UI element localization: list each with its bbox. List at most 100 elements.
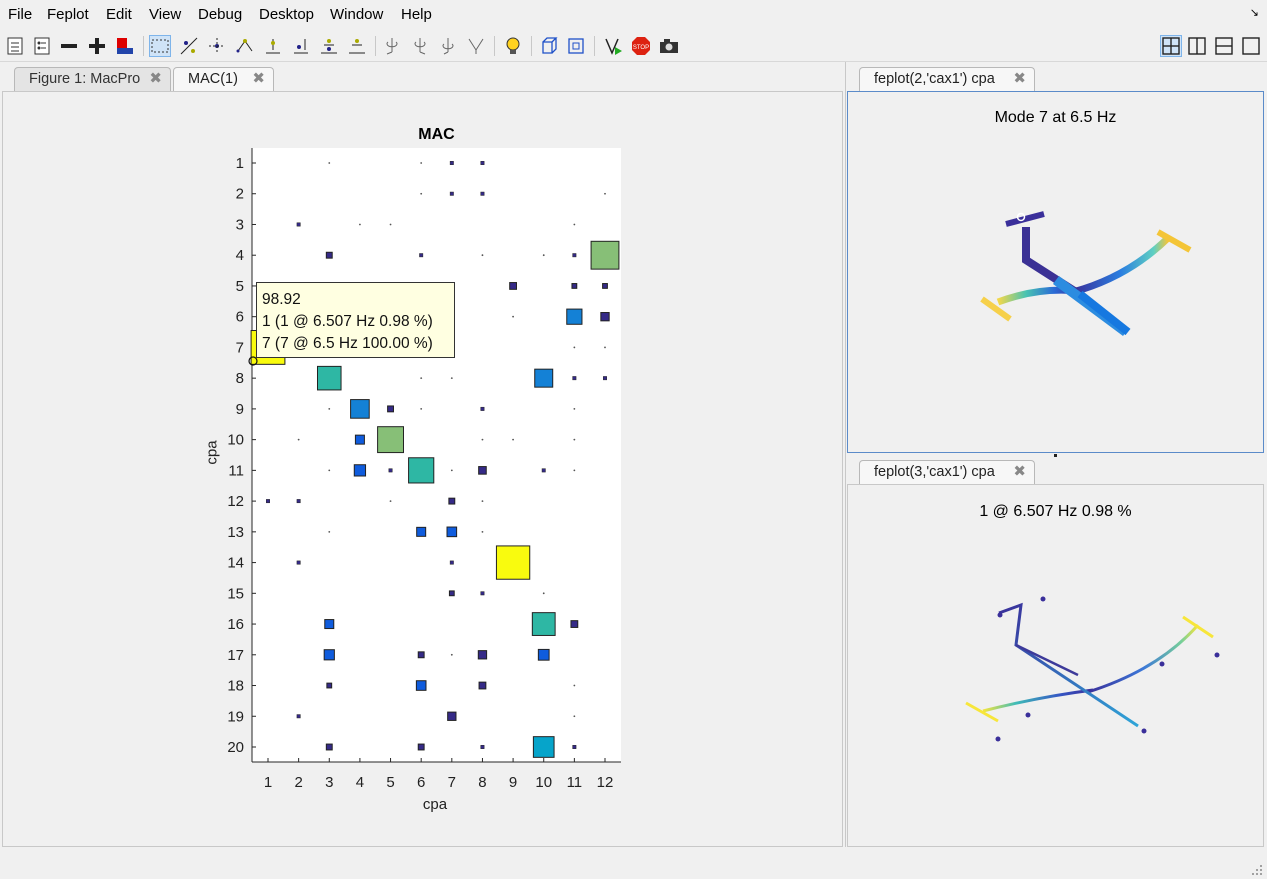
undock-arrow-icon[interactable]: ↘ xyxy=(1249,7,1259,19)
lightbulb-icon[interactable] xyxy=(502,35,524,57)
menu-file[interactable]: File xyxy=(8,6,33,23)
mac-point[interactable] xyxy=(377,426,404,454)
rotate-icon[interactable] xyxy=(381,35,403,57)
menu-window[interactable]: Window xyxy=(330,6,384,23)
mac-point[interactable] xyxy=(572,745,577,749)
rotate-icon[interactable] xyxy=(437,35,459,57)
splitter-handle[interactable] xyxy=(1054,454,1057,457)
close-icon[interactable]: ✖ xyxy=(252,70,265,87)
mac-point[interactable] xyxy=(604,192,606,195)
node-select-icon[interactable] xyxy=(234,35,256,57)
cube-view-icon[interactable] xyxy=(538,35,560,57)
mac-point[interactable] xyxy=(449,161,454,165)
mac-point[interactable] xyxy=(450,653,453,656)
mac-point[interactable] xyxy=(480,591,485,596)
mac-point[interactable] xyxy=(448,590,455,597)
node-select-icon[interactable] xyxy=(346,35,368,57)
mac-point[interactable] xyxy=(408,457,435,484)
mac-point[interactable] xyxy=(481,254,484,257)
mac-point[interactable] xyxy=(573,223,576,226)
mode-shape-top-svg[interactable] xyxy=(848,92,1263,452)
mac-point[interactable] xyxy=(359,223,361,226)
mac-point[interactable] xyxy=(542,254,545,257)
mac-point[interactable] xyxy=(417,743,425,751)
mac-point[interactable] xyxy=(354,434,365,445)
mac-point[interactable] xyxy=(512,438,514,441)
mac-point[interactable] xyxy=(480,745,485,749)
mac-point[interactable] xyxy=(325,743,333,751)
node-select-icon[interactable] xyxy=(318,35,340,57)
minus-icon[interactable] xyxy=(58,35,80,57)
mac-point[interactable] xyxy=(417,651,425,659)
menu-edit[interactable]: Edit xyxy=(106,6,132,23)
mac-point[interactable] xyxy=(326,682,333,689)
plus-icon[interactable] xyxy=(86,35,108,57)
mode-shape-panel-top[interactable]: Mode 7 at 6.5 Hz xyxy=(847,91,1264,453)
mac-point[interactable] xyxy=(450,469,453,472)
node-select-icon[interactable] xyxy=(290,35,312,57)
menu-desktop[interactable]: Desktop xyxy=(259,6,315,23)
mac-point[interactable] xyxy=(388,468,393,473)
mac-point[interactable] xyxy=(481,438,484,441)
checklist-icon[interactable] xyxy=(4,35,26,57)
mac-point[interactable] xyxy=(323,649,335,661)
checklist-icon[interactable] xyxy=(31,35,53,57)
mac-point[interactable] xyxy=(480,406,485,411)
close-icon[interactable]: ✖ xyxy=(149,70,162,87)
mac-point[interactable] xyxy=(296,560,301,565)
mac-point[interactable] xyxy=(570,620,579,628)
mac-point[interactable] xyxy=(296,499,301,504)
mac-chart-svg[interactable]: 1 2 3 4 5 6 7 8 9 10 11 121234567891011121314151617… xyxy=(0,0,843,847)
camera-icon[interactable] xyxy=(658,35,680,57)
node-select-icon[interactable] xyxy=(178,35,200,57)
mac-point[interactable] xyxy=(480,161,485,165)
mac-point[interactable] xyxy=(573,438,576,441)
mac-point[interactable] xyxy=(416,526,427,537)
mac-point[interactable] xyxy=(328,162,331,164)
node-select-icon[interactable] xyxy=(262,35,284,57)
tab-mac1[interactable]: MAC(1) ✖ xyxy=(173,67,274,91)
mac-point[interactable] xyxy=(573,715,576,718)
mac-point[interactable] xyxy=(328,530,331,533)
tab-figure1-macpro[interactable]: Figure 1: MacPro ✖ xyxy=(14,67,171,91)
mac-point[interactable] xyxy=(509,282,517,290)
mac-point[interactable] xyxy=(353,464,367,477)
mac-point[interactable] xyxy=(541,468,546,473)
mac-point[interactable] xyxy=(566,308,583,325)
menu-help[interactable]: Help xyxy=(401,6,432,23)
mac-point[interactable] xyxy=(447,711,457,721)
mac-point[interactable] xyxy=(603,376,607,381)
menu-view[interactable]: View xyxy=(149,6,182,23)
mac-point[interactable] xyxy=(537,648,550,661)
mac-point[interactable] xyxy=(266,499,270,504)
mac-point[interactable] xyxy=(328,469,331,472)
mac-point[interactable] xyxy=(532,736,555,758)
node-select-icon[interactable] xyxy=(206,35,228,57)
mac-point[interactable] xyxy=(387,405,394,413)
mac-point[interactable] xyxy=(478,681,487,690)
mac-point[interactable] xyxy=(420,162,423,164)
mac-point[interactable] xyxy=(512,315,514,318)
mac-point[interactable] xyxy=(573,469,576,472)
close-icon[interactable]: ✖ xyxy=(1013,70,1026,87)
mac-point[interactable] xyxy=(449,191,454,196)
rotate-icon[interactable] xyxy=(409,35,431,57)
mac-point[interactable] xyxy=(477,650,488,660)
grid-layout-icon[interactable] xyxy=(1160,35,1182,57)
mac-point[interactable] xyxy=(316,365,342,391)
mac-point[interactable] xyxy=(448,497,456,505)
single-window-icon[interactable] xyxy=(1240,35,1262,57)
mac-point[interactable] xyxy=(572,253,577,258)
mac-point[interactable] xyxy=(534,368,554,388)
menu-feplot[interactable]: Feplot xyxy=(47,6,89,23)
tab-feplot3[interactable]: feplot(3,'cax1') cpa ✖ xyxy=(859,460,1035,484)
mac-point[interactable] xyxy=(449,560,454,565)
mac-point[interactable] xyxy=(542,592,545,595)
mac-axes-background[interactable] xyxy=(252,148,621,762)
mac-point[interactable] xyxy=(573,407,576,410)
mode-shape-bottom-svg[interactable] xyxy=(848,485,1263,846)
mac-point[interactable] xyxy=(350,399,370,419)
mode-shape-panel-bottom[interactable]: 1 @ 6.507 Hz 0.98 % xyxy=(847,484,1264,847)
columns-layout-icon[interactable] xyxy=(1186,35,1208,57)
play-icon[interactable] xyxy=(602,35,624,57)
